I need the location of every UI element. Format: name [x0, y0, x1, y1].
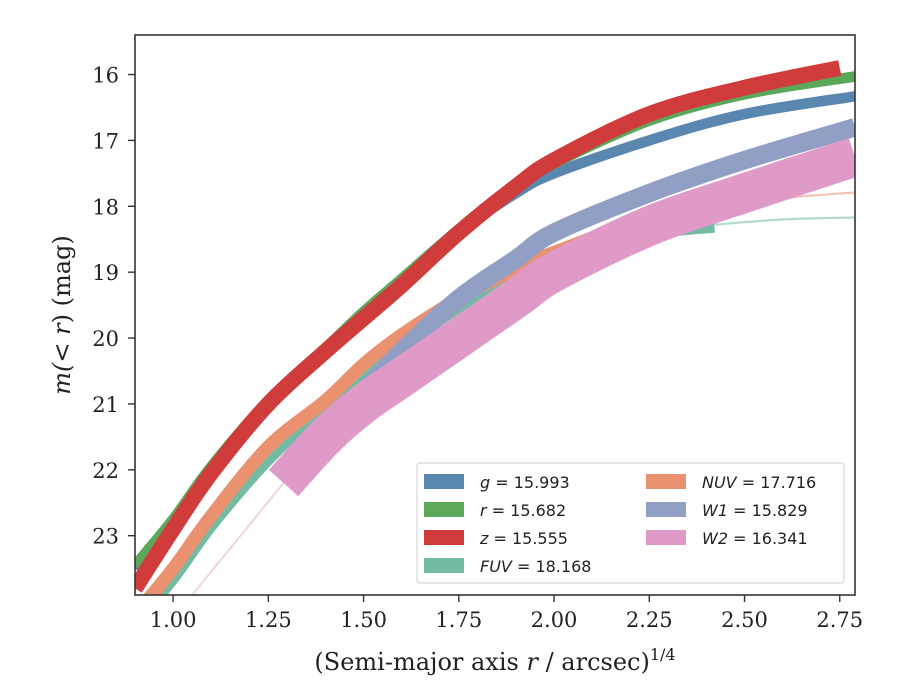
- y-tick-label: 17: [92, 129, 119, 153]
- y-tick-label: 23: [92, 525, 119, 549]
- x-tick-label: 1.00: [150, 608, 197, 632]
- x-tick-label: 1.25: [245, 608, 292, 632]
- legend-label-r: r = 15.682: [480, 501, 566, 520]
- series-fuv-tail: [712, 216, 855, 226]
- legend-swatch-z: [424, 530, 464, 545]
- y-axis-label: m(< r) (mag): [48, 235, 76, 395]
- y-tick-label: 21: [92, 393, 119, 417]
- x-tick-label: 2.00: [531, 608, 578, 632]
- legend-swatch-nuv: [646, 474, 686, 489]
- legend: g = 15.993 r = 15.682 z = 15.555 FUV = 18.1…: [416, 462, 845, 584]
- x-axis: 1.00 1.25 1.50 1.75 2.00 2.25 2.50 2.75: [150, 595, 863, 632]
- series-w2-lead: [191, 482, 285, 595]
- legend-swatch-g: [424, 474, 464, 489]
- x-axis-label: (Semi-major axis r / arcsec)1/4: [314, 645, 675, 676]
- series-layer: [135, 60, 855, 595]
- legend-swatch-r: [424, 502, 464, 517]
- y-tick-label: 20: [92, 327, 119, 351]
- x-tick-label: 1.75: [435, 608, 482, 632]
- x-tick-label: 2.75: [816, 608, 863, 632]
- legend-label-w1: W1 = 15.829: [702, 501, 808, 520]
- legend-label-z: z = 15.555: [479, 529, 568, 548]
- legend-swatch-w1: [646, 502, 686, 517]
- x-tick-label: 2.50: [721, 608, 768, 632]
- legend-label-nuv: NUV = 17.716: [702, 473, 816, 492]
- series-w2-line: [268, 138, 855, 497]
- legend-swatch-fuv: [424, 558, 464, 573]
- legend-frame: [416, 462, 845, 584]
- y-tick-label: 16: [92, 64, 119, 88]
- y-tick-label: 19: [92, 261, 119, 285]
- x-tick-label: 2.25: [626, 608, 673, 632]
- legend-label-w2: W2 = 16.341: [702, 529, 808, 548]
- legend-label-g: g = 15.993: [480, 473, 570, 492]
- y-tick-label: 18: [92, 195, 119, 219]
- x-tick-label: 1.50: [340, 608, 387, 632]
- y-axis: 16 17 18 19 20 21 22 23: [92, 64, 135, 549]
- plot-frame: [134, 34, 856, 596]
- legend-label-fuv: FUV = 18.168: [480, 557, 591, 576]
- y-tick-label: 22: [92, 459, 119, 483]
- legend-swatch-w2: [646, 530, 686, 545]
- series-z-line: [135, 60, 842, 593]
